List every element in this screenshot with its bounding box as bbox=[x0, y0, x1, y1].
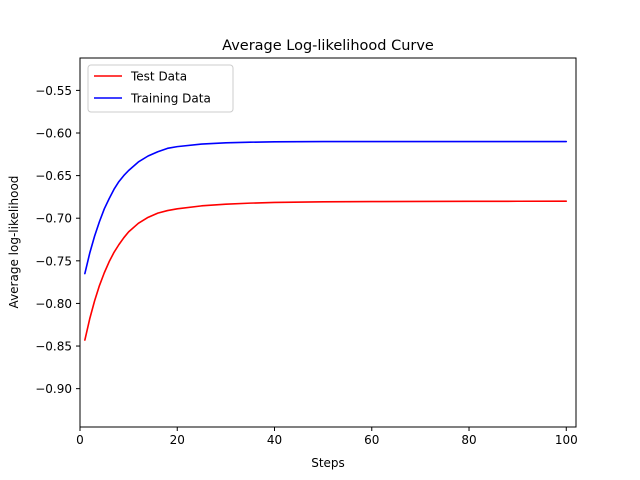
y-axis-label: Average log-likelihood bbox=[7, 176, 21, 309]
x-tick-label: 40 bbox=[267, 433, 282, 447]
y-tick-label: −0.55 bbox=[35, 84, 72, 98]
y-tick-label: −0.85 bbox=[35, 340, 72, 354]
series-lines bbox=[84, 140, 568, 341]
plot-frame bbox=[79, 57, 577, 428]
legend-box bbox=[87, 64, 234, 113]
legend: Test Data Training Data bbox=[87, 64, 234, 113]
y-tick-label: −0.65 bbox=[35, 169, 72, 183]
x-tick-label: 80 bbox=[461, 433, 476, 447]
y-tick-label: −0.80 bbox=[35, 297, 72, 311]
plot-area bbox=[79, 57, 577, 428]
x-tick-label: 100 bbox=[555, 433, 578, 447]
y-axis: −0.90 −0.85 −0.80 −0.75 −0.70 −0.65 −0.60 −0.55 bbox=[35, 84, 80, 396]
legend-label-test-data: Test Data bbox=[130, 70, 187, 84]
x-tick-label: 20 bbox=[170, 433, 185, 447]
x-axis: 0 20 40 60 80 100 bbox=[76, 427, 578, 447]
x-axis-label: Steps bbox=[311, 456, 345, 470]
series-line-training-data bbox=[84, 140, 568, 275]
x-tick-label: 60 bbox=[364, 433, 379, 447]
x-tick-label: 0 bbox=[76, 433, 84, 447]
y-tick-label: −0.90 bbox=[35, 382, 72, 396]
y-tick-label: −0.70 bbox=[35, 212, 72, 226]
y-tick-label: −0.60 bbox=[35, 126, 72, 140]
series-line-test-data bbox=[84, 200, 568, 341]
chart-title: Average Log-likelihood Curve bbox=[222, 38, 434, 54]
legend-label-training-data: Training Data bbox=[130, 92, 211, 106]
y-tick-label: −0.75 bbox=[35, 254, 72, 268]
